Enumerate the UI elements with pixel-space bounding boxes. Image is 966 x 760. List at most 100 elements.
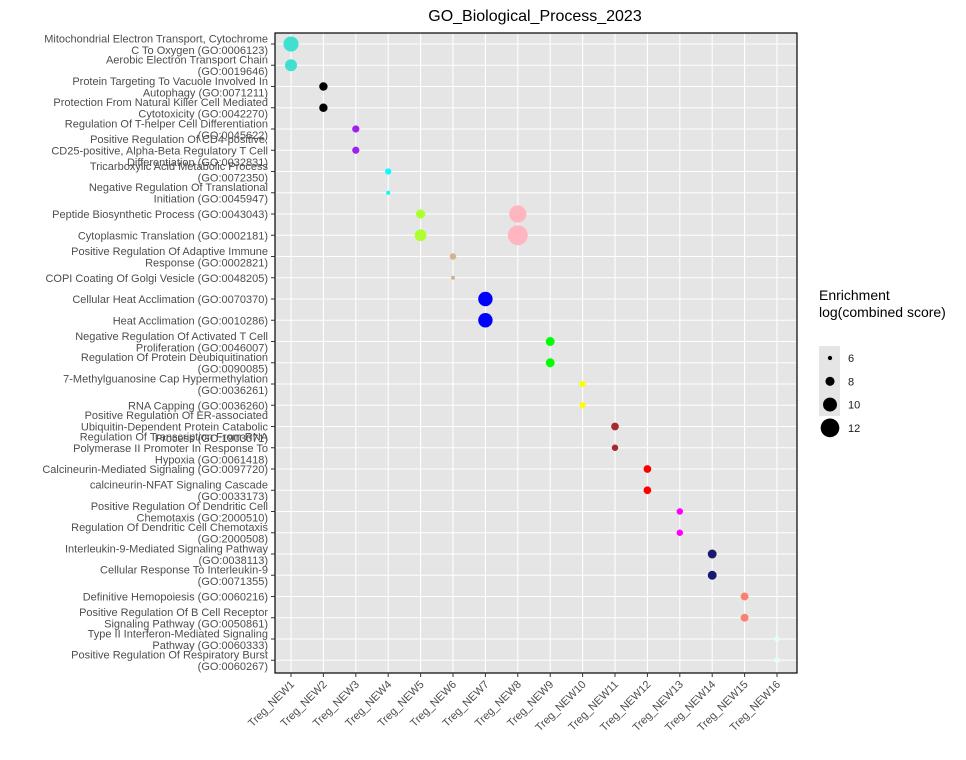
data-point	[352, 125, 360, 133]
y-tick-label: Regulation Of Dendritic Cell Chemotaxis	[71, 522, 268, 534]
y-tick-label: Negative Regulation Of Translational	[89, 182, 268, 194]
y-tick-label: (GO:0036261)	[198, 385, 268, 397]
legend-title: Enrichment	[819, 287, 890, 303]
y-tick-label: Heat Acclimation (GO:0010286)	[113, 315, 268, 327]
data-point	[643, 465, 652, 473]
y-tick-label: calcineurin-NFAT Signaling Cascade	[90, 480, 268, 492]
y-tick-label: Peptide Biosynthetic Process (GO:0043043…	[52, 209, 268, 221]
data-point	[611, 444, 619, 451]
y-tick-label: Cellular Heat Acclimation (GO:0070370)	[72, 294, 268, 306]
data-point	[385, 168, 392, 175]
y-tick-label: Aerobic Electron Transport Chain	[106, 55, 268, 67]
legend-title: log(combined score)	[819, 304, 946, 320]
data-point	[774, 657, 780, 664]
data-point	[478, 313, 493, 328]
y-tick-label: Signaling Pathway (GO:0050861)	[104, 619, 268, 631]
y-tick-label: Positive Regulation Of Respiratory Burst	[71, 650, 268, 662]
y-tick-label: Ubiquitin-Dependent Protein Catabolic	[81, 422, 269, 434]
data-point	[707, 570, 717, 580]
data-point	[414, 229, 427, 242]
data-point	[774, 636, 780, 642]
y-tick-label: (GO:0038113)	[198, 555, 268, 567]
y-tick-label: Regulation Of Protein Deubiquitination	[81, 352, 268, 364]
y-tick-label: COPI Coating Of Golgi Vesicle (GO:004820…	[45, 273, 268, 285]
y-tick-label: RNA Capping (GO:0036260)	[128, 400, 268, 412]
y-tick-label: Regulation Of T-helper Cell Differentiat…	[65, 118, 268, 130]
y-tick-label: C To Oxygen (GO:0006123)	[131, 45, 268, 57]
x-axis: Treg_NEW1Treg_NEW2Treg_NEW3Treg_NEW4Treg…	[246, 673, 783, 734]
plot-panel	[275, 33, 797, 673]
y-tick-label: 7-Methylguanosine Cap Hypermethylation	[63, 373, 268, 385]
y-tick-label: Autophagy (GO:0071211)	[143, 87, 268, 99]
y-tick-label: Polymerase II Promoter In Response To	[73, 443, 268, 455]
data-point	[449, 253, 457, 260]
y-tick-label: CD25-positive, Alpha-Beta Regulatory T C…	[51, 145, 268, 157]
y-tick-label: Hypoxia (GO:0061418)	[155, 454, 268, 466]
y-tick-label: Process (GO:1903071)	[155, 433, 268, 445]
data-point	[352, 146, 360, 154]
chart-title: GO_Biological_Process_2023	[428, 8, 642, 25]
y-tick-label: Differentiation (GO:0032831)	[127, 157, 268, 169]
data-point	[707, 549, 717, 559]
y-tick-label: (GO:0019646)	[198, 66, 268, 78]
y-tick-label: Regulation Of Transcription From RNA	[80, 431, 269, 443]
legend-key-circle	[825, 376, 835, 386]
data-point	[415, 209, 426, 219]
data-points	[283, 36, 780, 664]
y-tick-label: Protection From Natural Killer Cell Medi…	[53, 97, 268, 109]
data-point	[283, 36, 299, 52]
y-tick-label: Definitive Hemopoiesis (GO:0060216)	[83, 592, 268, 604]
data-point	[676, 529, 684, 536]
data-point	[319, 82, 328, 91]
legend-key-circle	[827, 355, 833, 361]
data-point	[579, 402, 586, 409]
data-point	[740, 613, 749, 622]
y-tick-label: Interleukin-9-Mediated Signaling Pathway	[65, 543, 269, 555]
legend-key-label: 12	[848, 423, 860, 435]
y-tick-label: Response (GO:0002821)	[145, 257, 268, 269]
data-point	[509, 205, 527, 223]
y-tick-label: (GO:0045622)	[198, 130, 268, 142]
data-point	[285, 59, 297, 72]
y-tick-label: Proliferation (GO:0046007)	[136, 342, 268, 354]
legend-key-label: 8	[848, 376, 854, 388]
data-point	[478, 291, 493, 307]
y-tick-label: Tricarboxylic Acid Metabolic Process	[90, 161, 269, 173]
y-tick-label: (GO:0033173)	[198, 491, 268, 503]
y-tick-label: Positive Regulation Of Adaptive Immune	[71, 246, 268, 258]
grid-lines	[275, 33, 797, 673]
y-tick-label: (GO:0072350)	[198, 172, 268, 184]
data-point	[386, 190, 391, 195]
plot-border	[274, 32, 798, 674]
y-tick-label: Calcineurin-Mediated Signaling (GO:00977…	[42, 464, 268, 476]
y-tick-label: (GO:0090085)	[198, 364, 268, 376]
data-point	[545, 337, 555, 346]
data-point	[545, 358, 555, 368]
y-tick-label: Positive Regulation Of B Cell Receptor	[79, 607, 268, 619]
y-tick-label: Positive Regulation Of Dendritic Cell	[91, 501, 268, 513]
y-axis: Mitochondrial Electron Transport, Cytoch…	[42, 33, 275, 673]
y-tick-label: (GO:0071355)	[198, 576, 268, 588]
y-tick-label: (GO:2000508)	[198, 534, 268, 546]
y-tick-label: Chemotaxis (GO:2000510)	[137, 512, 268, 524]
data-point	[611, 422, 619, 431]
legend-key-circle	[823, 397, 837, 412]
data-point	[507, 225, 528, 246]
y-tick-label: Mitochondrial Electron Transport, Cytoch…	[44, 33, 268, 45]
legend-key-label: 6	[848, 353, 854, 365]
y-tick-label: Negative Regulation Of Activated T Cell	[75, 331, 268, 343]
y-tick-label: Positive Regulation Of ER-associated	[85, 410, 268, 422]
data-point	[579, 380, 586, 388]
y-tick-label: Protein Targeting To Vacuole Involved In	[72, 76, 268, 88]
legend-key-circle	[820, 418, 840, 438]
y-tick-label: Initiation (GO:0045947)	[154, 194, 268, 206]
legend-key-label: 10	[848, 400, 860, 412]
y-tick-label: Cellular Response To Interleukin-9	[100, 565, 268, 577]
y-tick-label: Pathway (GO:0060333)	[152, 640, 268, 652]
y-tick-label: Cytotoxicity (GO:0042270)	[138, 109, 268, 121]
y-tick-label: (GO:0060267)	[198, 661, 268, 673]
y-tick-label: Type II Interferon-Mediated Signaling	[88, 628, 268, 640]
data-point	[643, 486, 652, 495]
